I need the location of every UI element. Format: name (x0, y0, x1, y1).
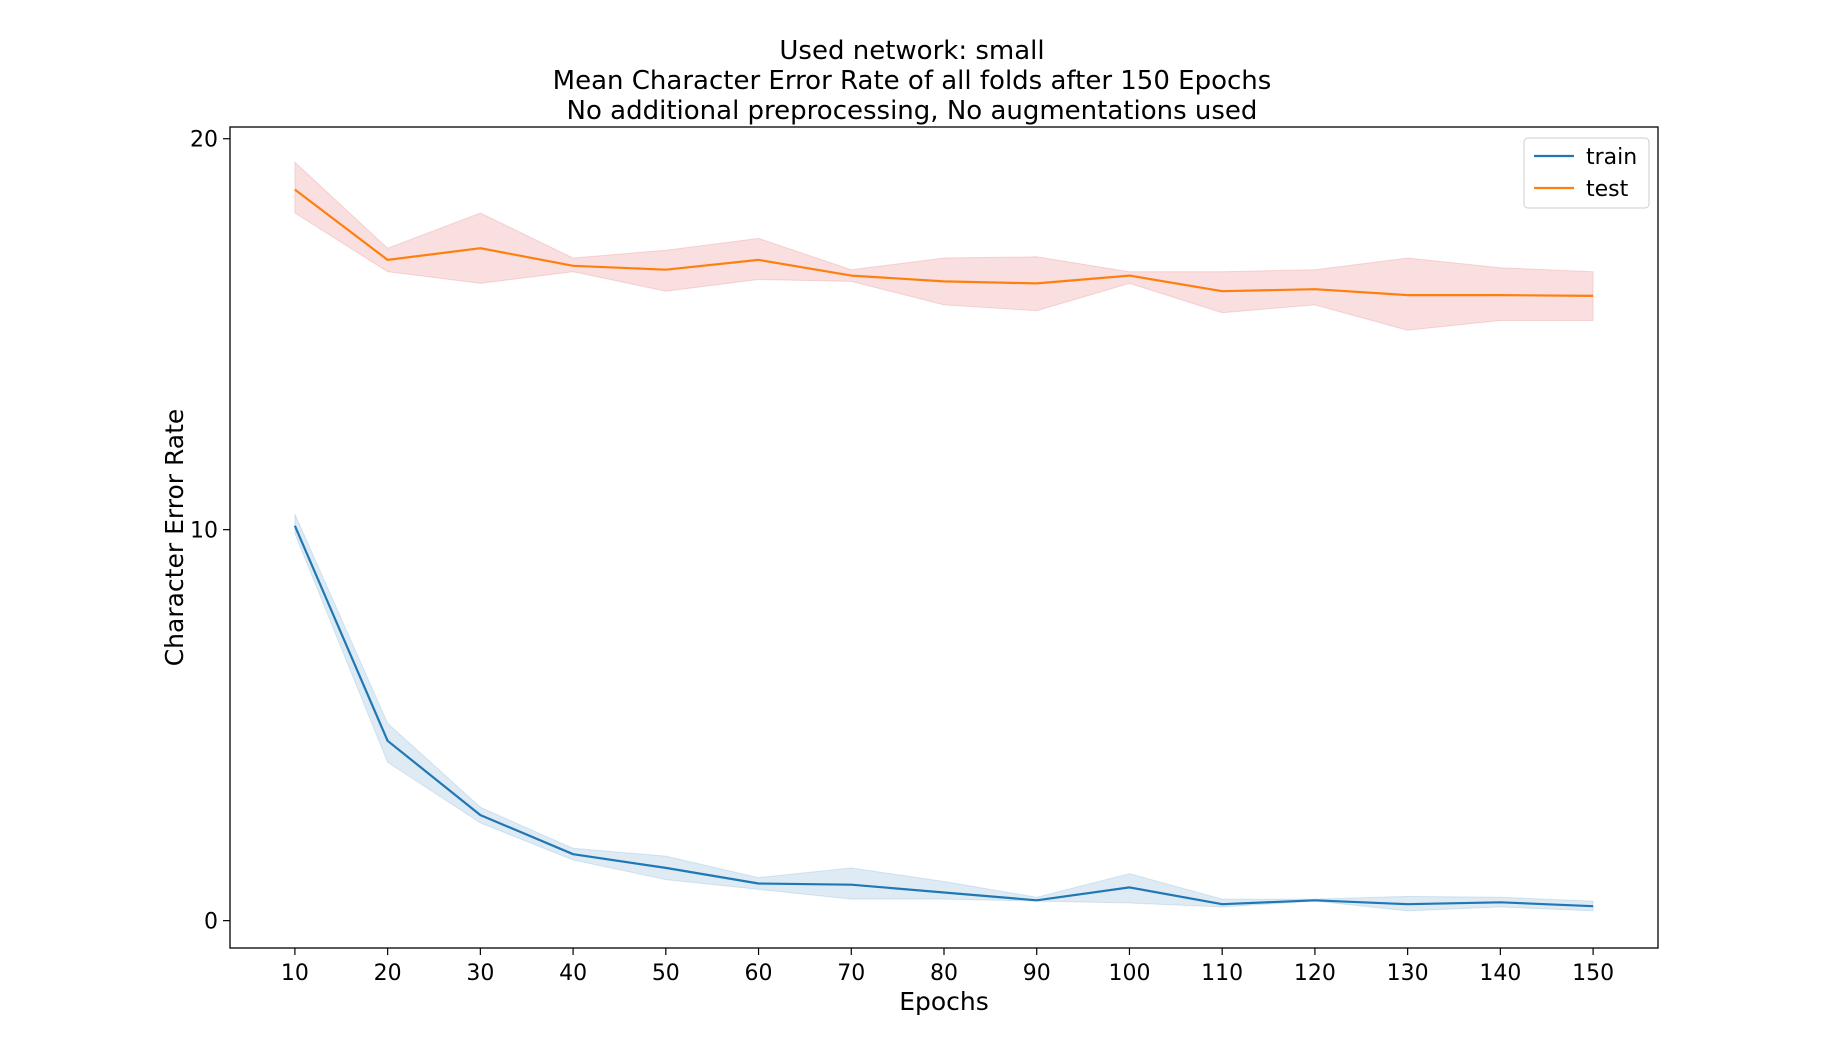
legend-label-train: train (1586, 145, 1637, 170)
x-tick-label: 80 (930, 961, 958, 986)
series-lines (293, 188, 1594, 908)
x-tick-label: 20 (374, 961, 402, 986)
y-tick-label: 20 (190, 128, 218, 153)
confidence-bands (294, 161, 1594, 912)
band-train (294, 513, 1594, 912)
x-tick-label: 100 (1108, 961, 1150, 986)
line-test (294, 188, 1594, 297)
y-tick-label: 10 (190, 519, 218, 544)
line-train (293, 525, 1594, 908)
x-tick-label: 120 (1294, 961, 1336, 986)
y-axis-label: Character Error Rate (160, 409, 189, 667)
x-tick-label: 40 (559, 961, 587, 986)
chart-title-line-2: Mean Character Error Rate of all folds a… (552, 66, 1272, 96)
x-tick-label: 130 (1387, 961, 1429, 986)
band-test (294, 161, 1594, 331)
x-tick-label: 60 (745, 961, 773, 986)
x-axis-ticks: 10 20 30 40 50 60 70 80 90 100 110 120 130 140 150 (281, 948, 1614, 986)
x-axis-label: Epochs (899, 987, 989, 1016)
x-tick-label: 50 (652, 961, 680, 986)
legend: train test (1523, 137, 1650, 209)
x-tick-label: 140 (1479, 961, 1521, 986)
x-tick-label: 30 (466, 961, 494, 986)
x-tick-label: 70 (837, 961, 865, 986)
x-tick-label: 90 (1023, 961, 1051, 986)
y-tick-label: 0 (204, 910, 218, 935)
legend-label-test: test (1586, 177, 1629, 202)
x-tick-label: 110 (1201, 961, 1243, 986)
y-axis-ticks: 0 10 20 (190, 128, 230, 935)
chart-title-line-3: No additional preprocessing, No augmenta… (566, 96, 1258, 126)
chart-title-line-1: Used network: small (779, 36, 1045, 66)
x-tick-label: 10 (281, 961, 309, 986)
x-tick-label: 150 (1572, 961, 1614, 986)
